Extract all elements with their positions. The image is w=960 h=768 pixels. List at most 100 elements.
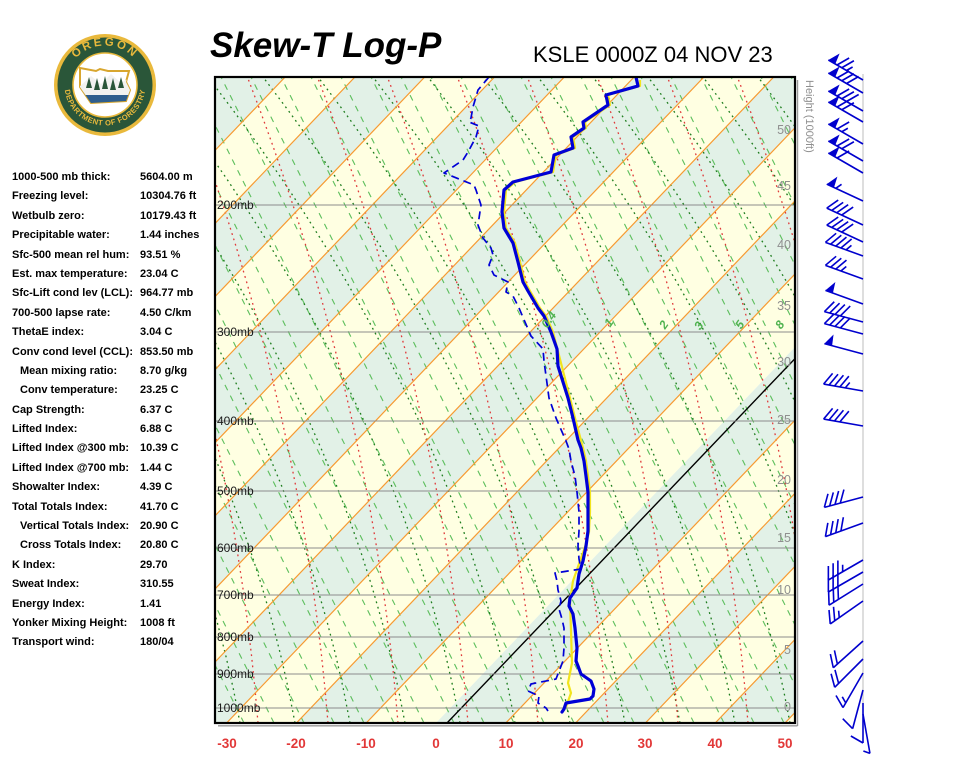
height-label: 45 xyxy=(777,179,791,193)
stat-label: Energy Index: xyxy=(12,597,85,610)
oregon-state-emblem xyxy=(79,66,132,105)
pressure-label: 500mb xyxy=(217,484,254,498)
wind-barb xyxy=(829,640,864,669)
station-id: KSLE 0000Z 04 NOV 23 xyxy=(533,42,773,67)
pressure-label: 900mb xyxy=(217,667,254,681)
chart-frame xyxy=(213,75,797,725)
stat-row: Sfc-Lift cond lev (LCL): 964.77 mb xyxy=(12,284,212,303)
stat-label: Sfc-Lift cond lev (LCL): xyxy=(12,287,133,300)
stat-row: Cap Strength: 6.37 C xyxy=(12,401,212,420)
stat-label: 1000-500 mb thick: xyxy=(12,171,111,183)
wind-barb xyxy=(826,216,864,243)
stat-label: Freezing level: xyxy=(12,190,89,203)
stat-label: Vertical Totals Index: xyxy=(20,520,130,533)
height-label: 5 xyxy=(784,643,791,657)
temp-tick-label: -30 xyxy=(217,736,237,751)
zero-isotherm-line xyxy=(446,357,795,723)
height-label: 50 xyxy=(777,123,791,137)
stat-row: Sfc-500 mean rel hum: 93.51 % xyxy=(12,246,212,265)
wind-barb xyxy=(822,407,864,427)
stat-row: Lifted Index @700 mb: 1.44 C xyxy=(12,459,212,478)
stat-value: 853.50 mb xyxy=(140,345,194,358)
stat-row: Yonker Mixing Height: 1008 ft xyxy=(12,614,212,633)
plot-area xyxy=(215,77,795,723)
stat-label: Precipitable water: xyxy=(12,229,110,242)
height-label: 15 xyxy=(777,531,791,545)
isotherms xyxy=(215,77,795,723)
height-label: 10 xyxy=(777,583,791,597)
height-label: 30 xyxy=(777,355,791,369)
logo-trees xyxy=(86,76,124,90)
pressure-label: 700mb xyxy=(217,588,254,602)
stat-row: Lifted Index @300 mb: 10.39 C xyxy=(12,439,212,458)
height-label: 20 xyxy=(777,473,791,487)
wind-barb xyxy=(823,313,864,335)
stat-row: Lifted Index: 6.88 C xyxy=(12,420,212,439)
wind-barb xyxy=(827,583,864,606)
pressure-label: 800mb xyxy=(217,630,254,644)
stat-label: Cross Totals Index: xyxy=(20,539,122,552)
height-label: 0 xyxy=(784,700,791,714)
wind-barb xyxy=(825,281,864,305)
temp-tick-label: 10 xyxy=(498,736,513,751)
stat-row: K Index: 29.70 xyxy=(12,556,212,575)
stat-row: Wetbulb zero: 10179.43 ft xyxy=(12,207,212,226)
stat-row: ThetaE index: 3.04 C xyxy=(12,323,212,342)
temperature-axis: -30 -20 -10 0 10 20 30 40 50 xyxy=(217,736,792,751)
dewpoint-trace xyxy=(443,77,582,712)
stat-label: Showalter Index: xyxy=(12,481,101,494)
stat-row: Showalter Index: 4.39 C xyxy=(12,478,212,497)
wind-barb xyxy=(823,489,864,509)
stat-label: Lifted Index: xyxy=(12,423,78,436)
height-label: 25 xyxy=(777,413,791,427)
wind-barb xyxy=(850,703,864,744)
stat-label: Total Totals Index: xyxy=(12,500,108,513)
temperature-trace xyxy=(500,77,640,714)
stat-value: 180/04 xyxy=(140,636,174,649)
stat-value: 1.44 C xyxy=(140,461,173,474)
wind-barb-column xyxy=(822,53,871,755)
wind-barb xyxy=(827,117,864,145)
stat-label: 700-500 lapse rate: xyxy=(12,306,111,319)
pressure-label: 1000mb xyxy=(217,701,261,715)
pressure-label: 200mb xyxy=(217,198,254,212)
height-axis-title: Height (1000ft) xyxy=(803,80,815,153)
stat-value: 1.44 inches xyxy=(140,229,200,242)
temp-tick-label: 30 xyxy=(637,736,652,751)
temp-tick-label: 50 xyxy=(777,736,792,751)
stat-row: Conv cond level (CCL): 853.50 mb xyxy=(12,343,212,362)
stat-label: Transport wind: xyxy=(12,636,95,649)
sounding-indices-panel: 1000-500 mb thick: 5604.00 m Freezing leve… xyxy=(12,168,212,653)
stat-value: 1.41 xyxy=(140,597,162,610)
wind-barb xyxy=(827,559,864,581)
stat-label: Est. max temperature: xyxy=(12,267,128,280)
stat-row: Conv temperature: 23.25 C xyxy=(12,381,212,400)
stat-label: Lifted Index @700 mb: xyxy=(12,461,130,474)
temp-tick-label: -20 xyxy=(286,736,306,751)
wind-barb xyxy=(826,176,864,202)
stat-label: Lifted Index @300 mb: xyxy=(12,442,130,455)
stat-value: 4.39 C xyxy=(140,481,173,494)
stat-row: Est. max temperature: 23.04 C xyxy=(12,265,212,284)
stat-value: 23.25 C xyxy=(140,384,179,397)
wind-barb xyxy=(824,255,864,280)
pressure-label: 600mb xyxy=(217,541,254,555)
stat-label: Conv cond level (CCL): xyxy=(12,345,134,358)
odf-logo: OREGON DEPARTMENT OF FORESTRY xyxy=(52,32,158,138)
stat-value: 10179.43 ft xyxy=(140,209,197,222)
odf-logo-icon: OREGON DEPARTMENT OF FORESTRY xyxy=(54,34,156,136)
wind-barb xyxy=(824,334,864,355)
stat-value: 20.80 C xyxy=(140,539,179,552)
stat-value: 6.88 C xyxy=(140,423,173,436)
wind-barb xyxy=(835,672,864,709)
wind-barb xyxy=(827,571,864,593)
stat-row: Mean mixing ratio: 8.70 g/kg xyxy=(12,362,212,381)
stat-value: 310.55 xyxy=(140,578,174,591)
pressure-labels: 200mb 300mb 400mb 500mb 600mb 700mb 800mb 900mb… xyxy=(217,198,261,715)
stat-value: 1008 ft xyxy=(140,616,175,629)
stat-label: Sfc-500 mean rel hum: xyxy=(12,248,130,261)
stat-label: Mean mixing ratio: xyxy=(20,364,118,377)
